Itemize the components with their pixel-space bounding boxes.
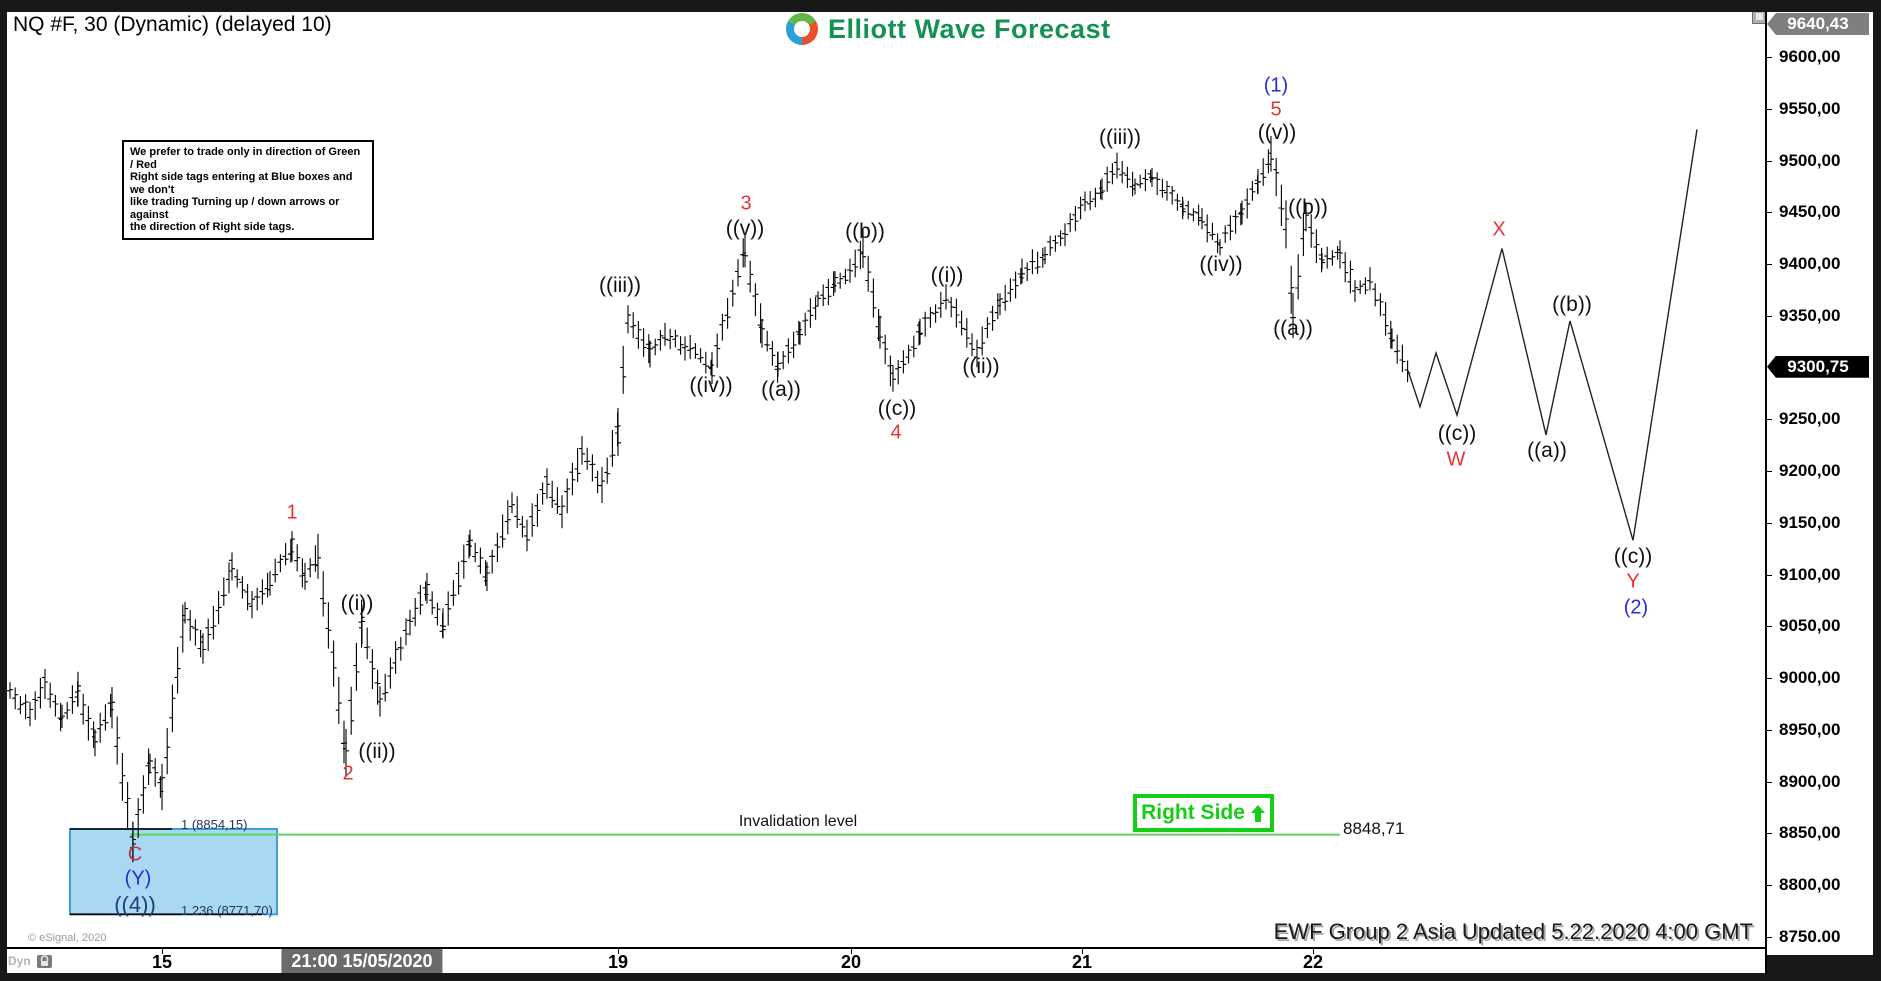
price-tick-label: 9250,00 <box>1779 409 1841 429</box>
price-tick-label: 8750.00 <box>1779 926 1841 946</box>
price-tick-label: 8900,00 <box>1779 771 1841 791</box>
price-tick-mark <box>1765 57 1772 58</box>
time-tick-label: 22 <box>1302 952 1324 972</box>
time-tick-label: 21 <box>1071 952 1093 972</box>
price-tick-label: 9550,00 <box>1779 98 1841 118</box>
price-tick-mark <box>1765 523 1772 524</box>
price-tick-label: 9450,00 <box>1779 202 1841 222</box>
time-tick-mark <box>162 947 163 954</box>
disclaimer-line: like trading Turning up / down arrows or… <box>130 196 340 221</box>
price-tick-mark <box>1765 937 1772 938</box>
axis-corner-block <box>1767 955 1873 981</box>
price-tick-mark <box>1765 782 1772 783</box>
invalidation-price-label: 8848,71 <box>1343 819 1405 838</box>
price-tick-label: 9200,00 <box>1779 461 1841 480</box>
price-tick-label: 8850,00 <box>1779 823 1841 843</box>
fib-level-lines <box>70 828 262 916</box>
price-axis[interactable]: 9640,43 9300,75 9600,00 9550,00 9500,00 945… <box>1765 0 1873 955</box>
price-tick-label: 9050,00 <box>1779 616 1841 636</box>
price-tick-label: 8800,00 <box>1779 875 1841 894</box>
window-top-border <box>0 0 1881 12</box>
time-tick-mark <box>851 947 852 954</box>
price-bars <box>7 135 1411 863</box>
disclaimer-line: the direction of Right side tags. <box>130 221 295 233</box>
price-tick-mark <box>1765 575 1772 576</box>
price-tick-label: 9150,00 <box>1779 512 1841 532</box>
price-tick-mark <box>1765 161 1772 162</box>
lock-icon[interactable] <box>36 953 53 969</box>
blue-box <box>69 828 278 916</box>
chart-annotation: EWF Group 2 Asia Updated 5.22.2020 4:00 … <box>1273 919 1753 944</box>
time-tick-mark <box>618 947 619 954</box>
price-tick-label: 9000,00 <box>1779 668 1841 687</box>
price-tick-label: 9600,00 <box>1779 47 1841 66</box>
time-tick-label: 19 <box>607 952 629 972</box>
disclaimer-line: We prefer to trade only in direction of … <box>130 146 361 171</box>
esignal-credit: © eSignal, 2020 <box>28 932 107 944</box>
time-tick-mark <box>1082 947 1083 954</box>
right-side-tag: Right Side <box>1133 794 1274 832</box>
price-tick-mark <box>1765 419 1772 420</box>
window-left-border <box>0 0 7 981</box>
fib-level-label-top: 1 (8854,15) <box>181 817 248 832</box>
window-bottom-border <box>0 973 1881 981</box>
price-tick-label: 8950,00 <box>1779 719 1841 739</box>
last-price-badge: 9300,75 <box>1767 355 1869 378</box>
price-tick-mark <box>1765 885 1772 886</box>
price-tick-mark <box>1765 678 1772 679</box>
right-side-tag-label: Right Side <box>1141 801 1245 824</box>
time-tick-label: 20 <box>840 952 862 972</box>
price-tick-label: 9100,00 <box>1779 564 1841 584</box>
price-tick-mark <box>1765 212 1772 213</box>
time-tick-mark <box>1313 947 1314 954</box>
invalidation-label: Invalidation level <box>738 813 858 830</box>
selected-bar-time-badge: 21:00 15/05/2020 <box>281 949 443 974</box>
plot-right-border <box>1765 12 1767 974</box>
price-tick-mark <box>1765 264 1772 265</box>
tri-color-swirl-icon <box>786 13 818 45</box>
price-tick-label: 9350,00 <box>1779 305 1841 325</box>
forecast-path <box>1407 129 1698 541</box>
price-tick-label: 9500,00 <box>1779 150 1841 170</box>
time-tick-label: 15 <box>151 952 173 972</box>
window-right-border <box>1873 0 1881 981</box>
up-arrow-icon <box>1250 804 1265 822</box>
time-axis[interactable]: Dyn 21:00 15/05/2020 15 19 20 21 22 <box>0 947 1765 974</box>
price-tick-mark <box>1765 316 1772 317</box>
price-tick-mark <box>1765 626 1772 627</box>
symbol-title: NQ #F, 30 (Dynamic) (delayed 10) <box>13 13 332 36</box>
price-tick-mark <box>1765 471 1772 472</box>
disclaimer-line: Right side tags entering at Blue boxes a… <box>130 171 353 196</box>
price-tick-mark <box>1765 109 1772 110</box>
high-price-badge: 9640,43 <box>1767 13 1869 35</box>
price-tick-label: 9400,00 <box>1779 254 1841 273</box>
brand-name: Elliott Wave Forecast <box>828 13 1111 44</box>
price-tick-mark <box>1765 730 1772 731</box>
plot-bottom-border <box>7 947 1765 949</box>
fib-level-label-bottom: 1.236 (8771,70) <box>181 903 273 918</box>
disclaimer-box: We prefer to trade only in direction of … <box>122 140 374 240</box>
price-tick-mark <box>1765 833 1772 834</box>
brand-logo: Elliott Wave Forecast <box>783 10 1111 48</box>
dynamic-scale-label[interactable]: Dyn <box>8 954 31 968</box>
